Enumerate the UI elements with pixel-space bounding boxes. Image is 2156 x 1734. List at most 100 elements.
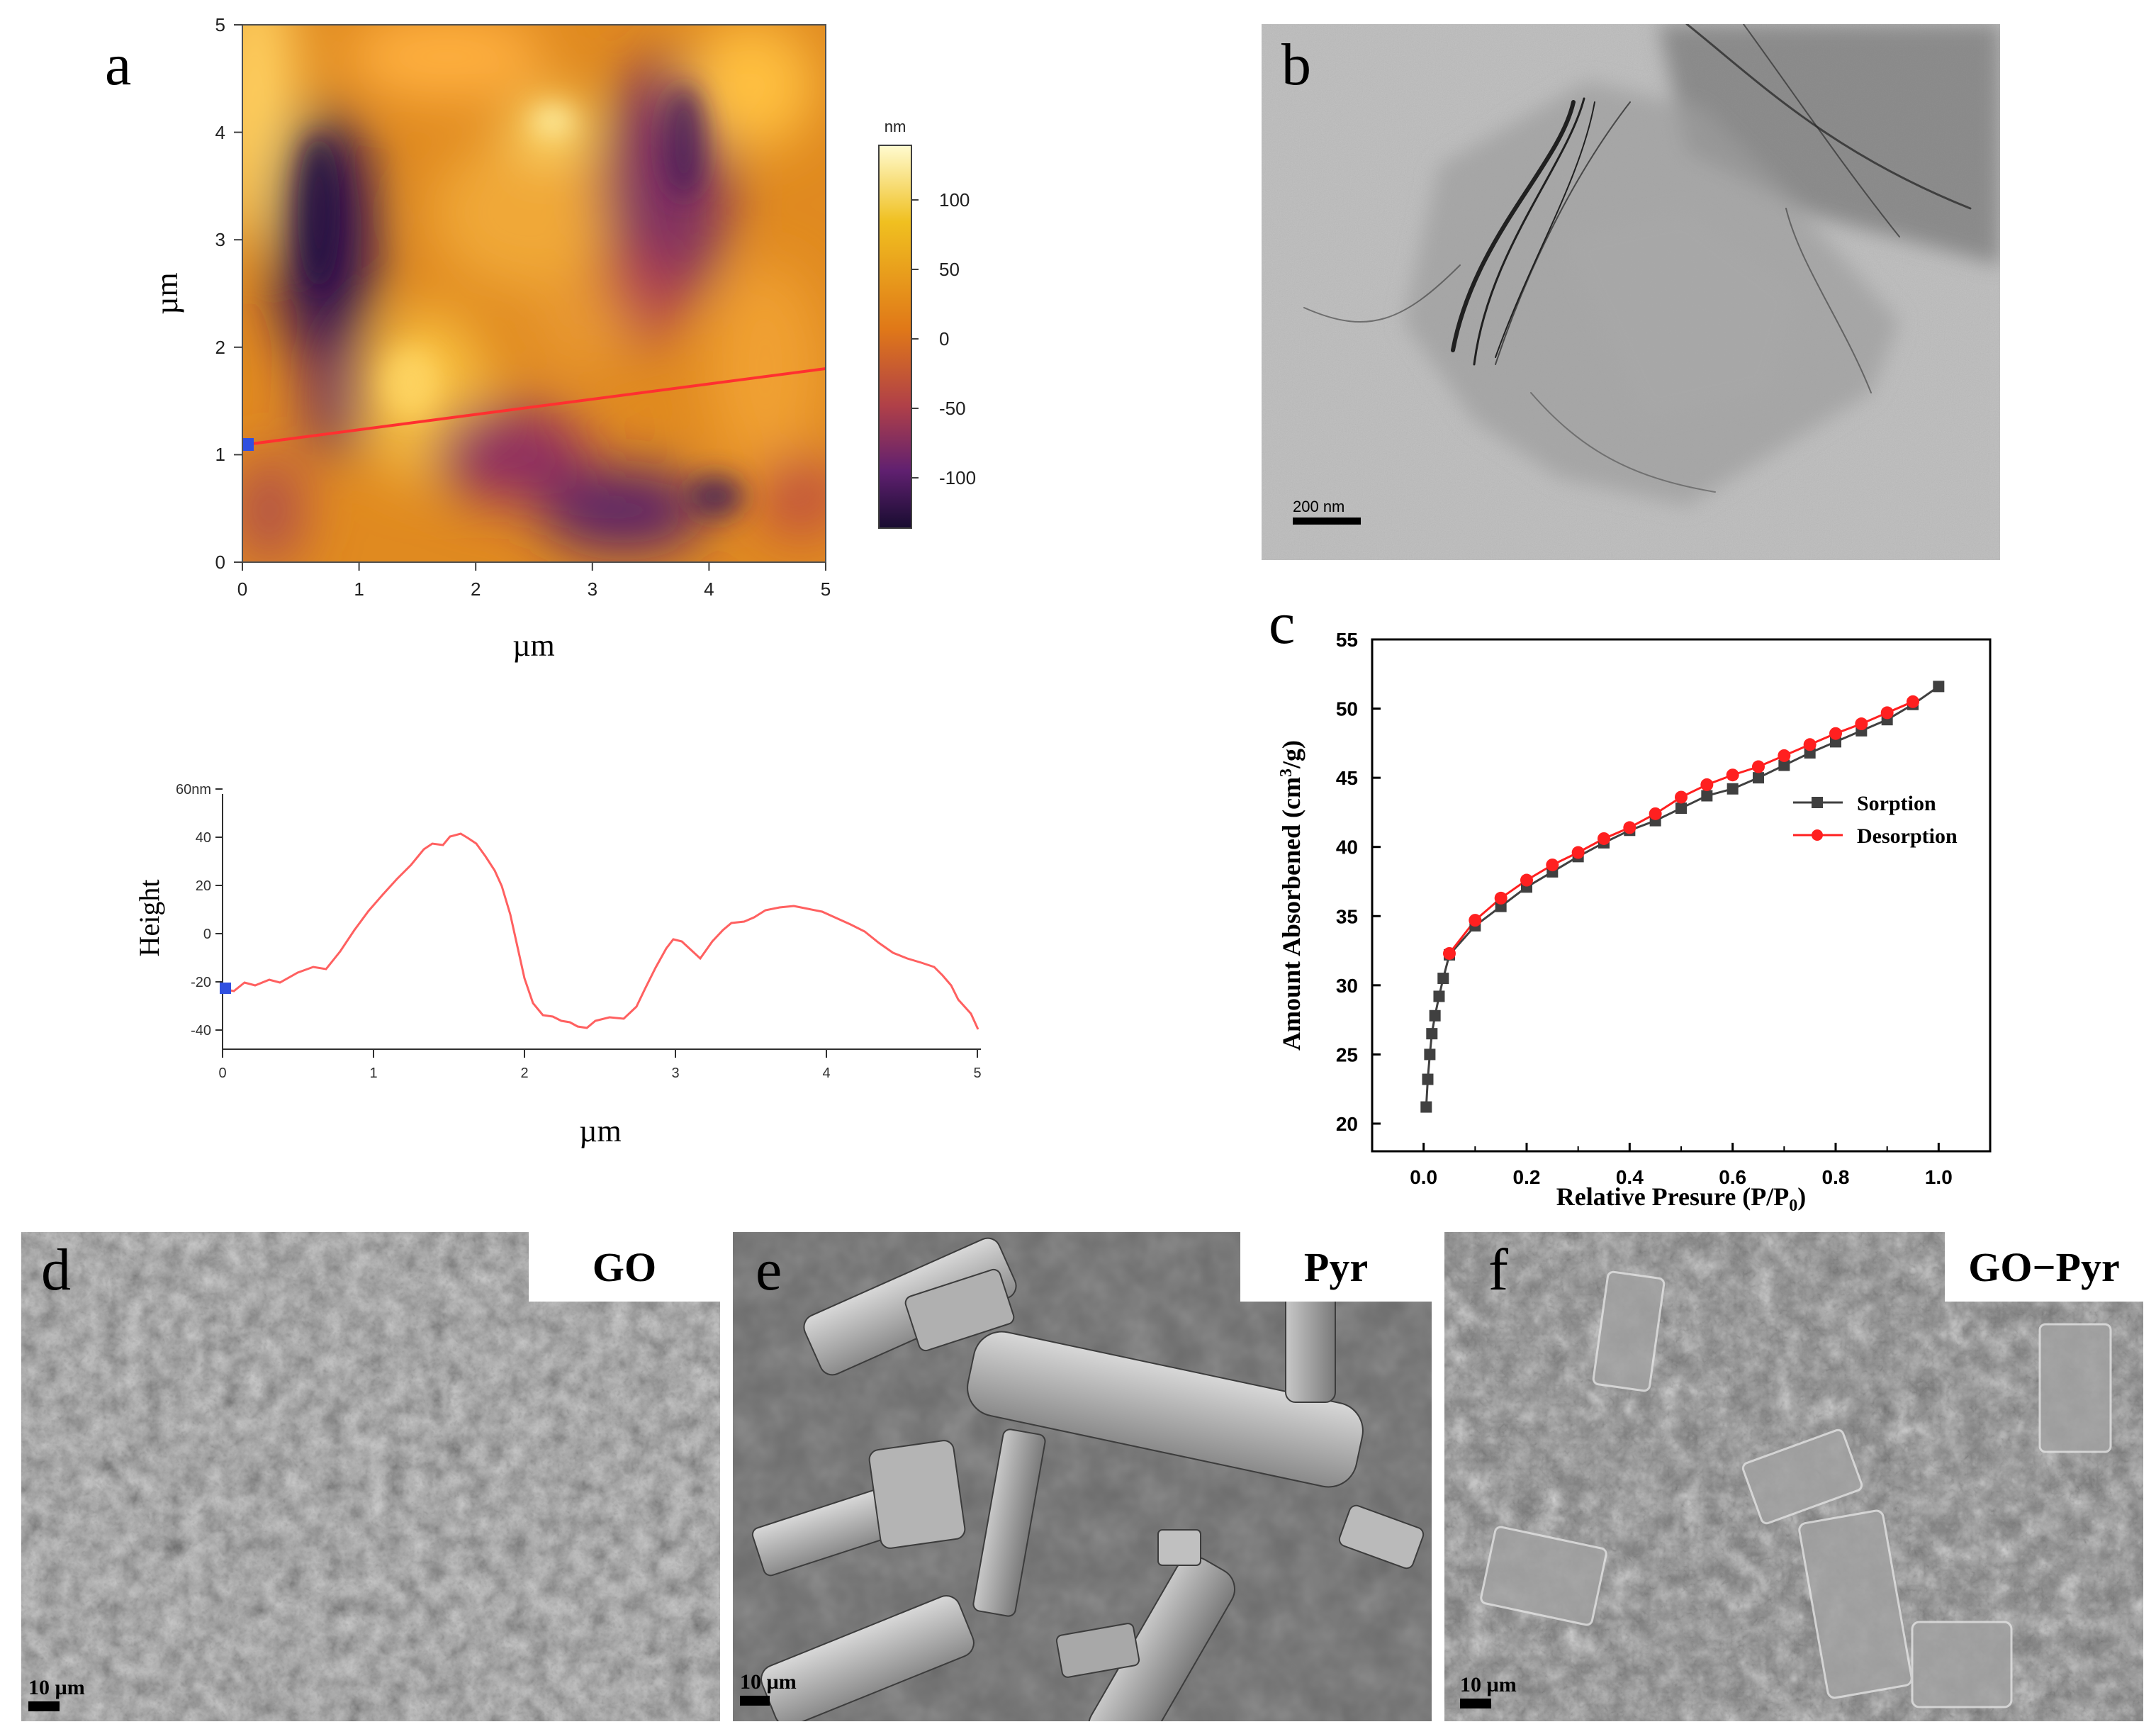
afm-x-tick: 0 <box>237 578 247 600</box>
afm-y-tick: 3 <box>215 229 225 250</box>
afm-y-tick: 4 <box>215 122 225 143</box>
afm-colorbar: nm 100 50 0 -50 -100 <box>878 118 976 529</box>
panel-d-letter: d <box>41 1237 71 1303</box>
isotherm-point-sorption <box>1675 802 1687 815</box>
tem-image: 200 nm <box>1262 24 2000 560</box>
panel-f-letter: f <box>1488 1237 1508 1303</box>
profile-y-tick: 60nm <box>176 782 211 798</box>
panel-b-letter: b <box>1281 32 1311 98</box>
afm-x-tick: 3 <box>588 578 597 600</box>
isotherm-y-tick: 20 <box>1336 1113 1358 1135</box>
isotherm-point-sorption <box>1933 681 1945 693</box>
afm-y-tick: 5 <box>215 14 225 35</box>
profile-x-tick: 0 <box>218 1065 226 1081</box>
isotherm-x-tick: 0.2 <box>1513 1166 1541 1188</box>
isotherm-point-sorption <box>1424 1048 1436 1061</box>
colorbar-unit: nm <box>885 118 906 135</box>
isotherm-point-desorption <box>1907 695 1919 708</box>
colorbar-tick: -50 <box>939 398 966 419</box>
isotherm-point-desorption <box>1571 846 1585 859</box>
sem-go-scale-bar <box>28 1701 60 1711</box>
isotherm-y-tick: 25 <box>1336 1044 1358 1065</box>
isotherm-point-desorption <box>1803 738 1817 751</box>
sem-gopyr-scale-text: 10 µm <box>1460 1673 1517 1696</box>
profile-y-tick: -20 <box>191 975 211 990</box>
isotherm-point-sorption <box>1433 990 1445 1002</box>
isotherm-point-desorption <box>1726 768 1739 782</box>
isotherm-point-sorption <box>1426 1028 1438 1040</box>
height-profile-line <box>222 832 979 1030</box>
colorbar-tick: 50 <box>939 259 960 280</box>
afm-height-map-figure: 0 1 2 3 4 5 0 1 2 3 4 5 µm µm nm 100 50 … <box>150 14 976 663</box>
profile-x-tick: 5 <box>973 1065 981 1081</box>
isotherm-point-sorption <box>1429 1009 1441 1022</box>
isotherm-point-desorption <box>1700 778 1714 791</box>
afm-y-tick: 2 <box>215 337 225 358</box>
profile-x-tick: 4 <box>822 1065 830 1081</box>
sem-gopyr-scale-bar <box>1460 1699 1491 1708</box>
isotherm-x-tick: 0.8 <box>1822 1166 1850 1188</box>
tem-scale-text: 200 nm <box>1293 498 1345 515</box>
sem-image-go-pyr: 10 µm <box>1444 1232 2143 1721</box>
panel-e-letter: e <box>756 1237 782 1303</box>
isotherm-y-tick: 45 <box>1336 767 1358 789</box>
isotherm-point-sorption <box>1420 1101 1432 1113</box>
isotherm-x-tick: 1.0 <box>1925 1166 1953 1188</box>
profile-x-axis-label: µm <box>579 1114 622 1148</box>
sem-pyr-label: Pyr <box>1240 1232 1432 1302</box>
isotherm-point-sorption <box>1753 772 1764 784</box>
isotherm-point-sorption <box>1422 1073 1434 1085</box>
sem-gopyr-label: GO−Pyr <box>1945 1232 2143 1302</box>
isotherm-point-desorption <box>1675 790 1688 804</box>
isotherm-point-sorption <box>1437 973 1449 985</box>
afm-x-tick: 2 <box>471 578 481 600</box>
isotherm-point-desorption <box>1546 858 1559 872</box>
isotherm-point-desorption <box>1752 760 1765 773</box>
isotherm-point-sorption <box>1778 759 1790 771</box>
sem-image-go: 10 µm <box>21 1232 720 1721</box>
isotherm-y-tick: 35 <box>1336 905 1358 927</box>
isotherm-x-axis-label: Relative Presure (P/P0) <box>1556 1182 1807 1215</box>
height-profile-chart: 60nm 40 20 0 -20 -40 0 1 2 3 4 5 Height … <box>133 782 982 1148</box>
isotherm-y-tick: 30 <box>1336 975 1358 997</box>
panel-a-letter: a <box>105 32 132 98</box>
isotherm-point-desorption <box>1880 706 1894 720</box>
afm-x-tick: 4 <box>704 578 714 600</box>
isotherm-point-sorption <box>1727 783 1739 795</box>
isotherm-point-desorption <box>1778 749 1791 762</box>
afm-y-tick: 0 <box>215 552 225 573</box>
sem-go-label: GO <box>529 1232 720 1302</box>
colorbar-tick: 100 <box>939 189 970 211</box>
profile-start-marker <box>220 983 231 994</box>
afm-y-tick: 1 <box>215 444 225 465</box>
legend-sorption-label: Sorption <box>1857 792 1936 815</box>
profile-y-tick: 20 <box>196 878 211 894</box>
isotherm-point-desorption <box>1598 832 1610 845</box>
isotherm-x-tick: 0.0 <box>1410 1166 1437 1188</box>
profile-x-tick: 1 <box>369 1065 377 1081</box>
isotherm-point-desorption <box>1469 914 1482 927</box>
afm-y-axis-label: µm <box>150 272 184 315</box>
profile-y-axis-label: Height <box>133 880 165 957</box>
isotherm-point-desorption <box>1443 946 1456 960</box>
profile-x-tick: 3 <box>671 1065 679 1081</box>
sem-image-pyr: 10 µm <box>733 1232 1432 1721</box>
isotherm-y-tick: 55 <box>1336 629 1358 651</box>
isotherm-y-tick: 50 <box>1336 698 1358 720</box>
isotherm-point-desorption <box>1494 891 1507 905</box>
colorbar-tick: -100 <box>939 467 976 488</box>
colorbar-tick: 0 <box>939 328 949 349</box>
isotherm-point-desorption <box>1829 727 1842 740</box>
sem-go-scale-text: 10 µm <box>28 1676 85 1699</box>
sem-pyr-scale-bar <box>740 1696 770 1706</box>
afm-height-map <box>242 25 826 562</box>
afm-x-tick: 5 <box>821 578 831 600</box>
profile-y-tick: -40 <box>191 1023 211 1039</box>
isotherm-point-desorption <box>1623 821 1636 834</box>
sem-pyr-scale-text: 10 µm <box>740 1670 797 1694</box>
isotherm-chart: 0.0 0.2 0.4 0.6 0.8 1.0 20 25 30 35 40 45 50 55 Sorp… <box>1277 629 1992 1215</box>
panel-c-letter: c <box>1269 591 1296 656</box>
legend-desorption-label: Desorption <box>1857 824 1958 848</box>
isotherm-point-desorption <box>1855 717 1868 731</box>
isotherm-point-desorption <box>1649 807 1662 820</box>
